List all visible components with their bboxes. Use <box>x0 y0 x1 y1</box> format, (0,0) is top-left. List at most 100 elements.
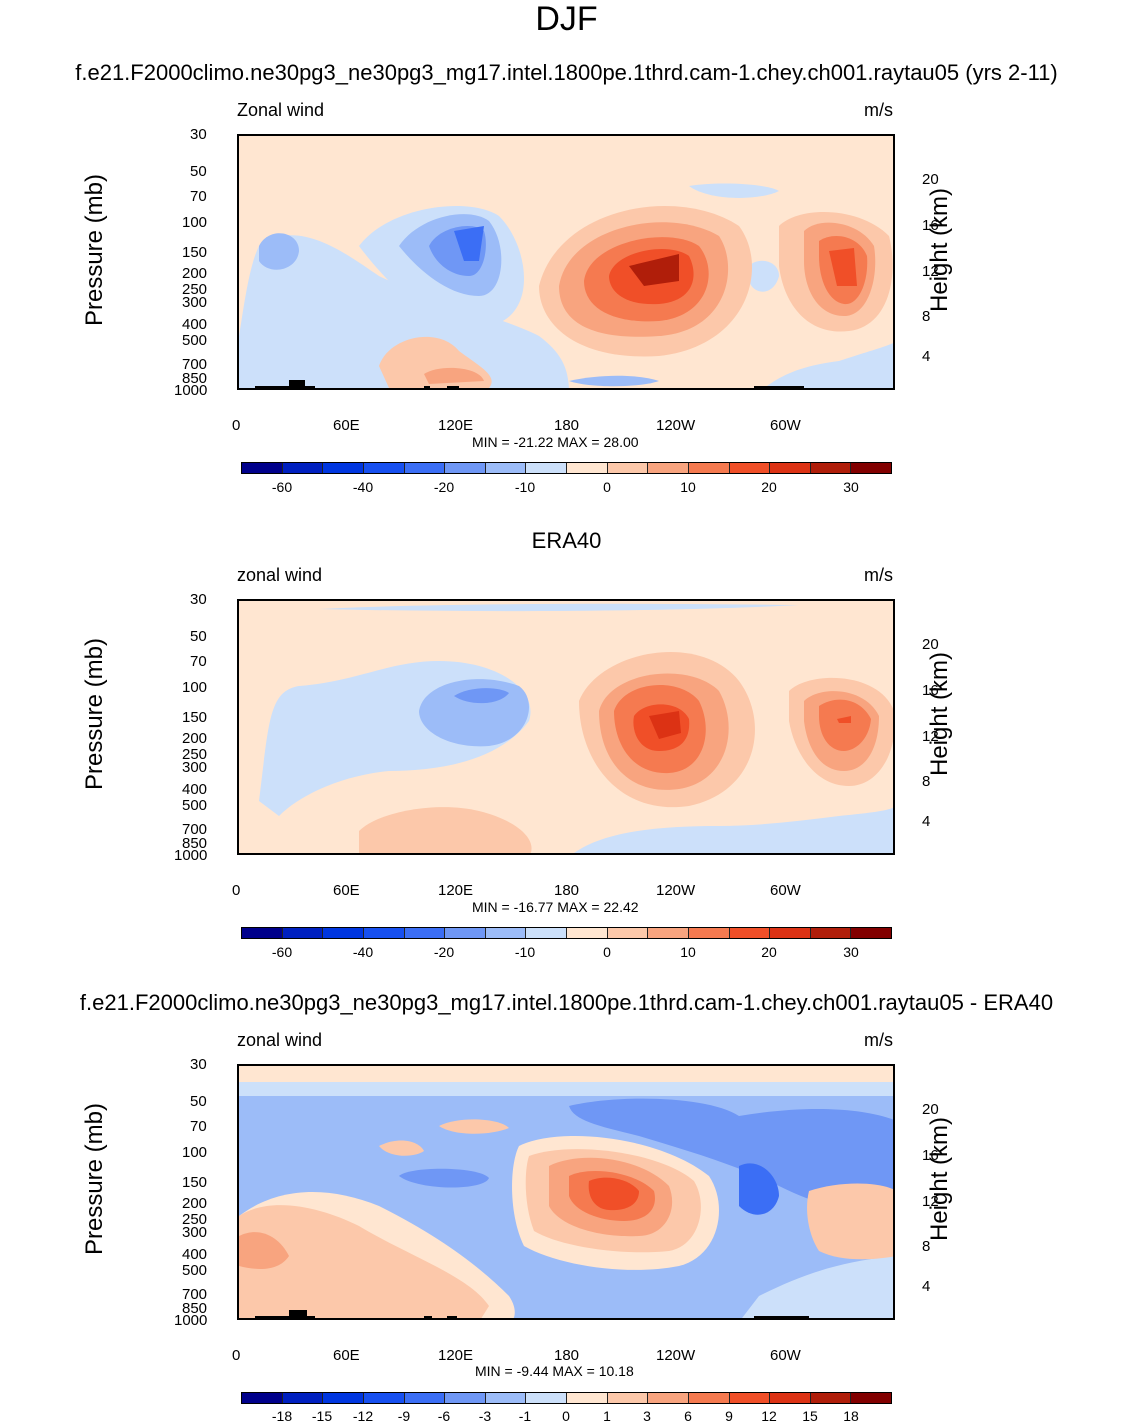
colorbar-label: 30 <box>843 944 859 960</box>
y-axis-title: Pressure (mb) <box>81 1102 109 1256</box>
y2-tick: 8 <box>922 1238 931 1255</box>
y-axis-title: Pressure (mb) <box>81 173 109 327</box>
colorbar-label: 10 <box>680 479 696 495</box>
y-tick: 300 <box>182 759 208 776</box>
y-tick: 30 <box>190 1056 207 1073</box>
colorbar-label: 6 <box>684 1408 692 1424</box>
colorbar-label: 0 <box>603 479 611 495</box>
colorbar-label: -6 <box>437 1408 451 1424</box>
minmax-label: MIN = -9.44 MAX = 10.18 <box>475 1363 634 1379</box>
x-tick: 180 <box>554 417 580 434</box>
y2-tick: 4 <box>922 348 931 365</box>
y-tick: 300 <box>182 294 208 311</box>
y-tick: 70 <box>190 1118 207 1135</box>
y-tick: 850 <box>182 1300 208 1317</box>
x-tick: 120W <box>656 1347 696 1364</box>
x-tick: 60E <box>333 417 360 434</box>
y-tick: 1000 <box>174 382 208 399</box>
colorbar-label: 30 <box>843 479 859 495</box>
y-tick: 50 <box>190 1093 207 1110</box>
colorbar-label: 10 <box>680 944 696 960</box>
minmax-label: MIN = -21.22 MAX = 28.00 <box>472 434 639 450</box>
y2-tick: 4 <box>922 813 931 830</box>
y2-tick: 16 <box>922 682 939 699</box>
page-title: DJF <box>535 0 598 38</box>
colorbar-label: -1 <box>518 1408 532 1424</box>
colorbar-label: -9 <box>397 1408 411 1424</box>
y2-tick: 8 <box>922 308 931 325</box>
y-tick: 70 <box>190 188 207 205</box>
x-tick: 180 <box>554 1347 580 1364</box>
y-tick: 700 <box>182 821 208 838</box>
x-tick: 0 <box>232 1347 241 1364</box>
colorbar-label: 20 <box>761 479 777 495</box>
colorbar-label: -10 <box>514 944 536 960</box>
x-tick: 120E <box>438 882 474 899</box>
y-tick: 400 <box>182 781 208 798</box>
x-tick: 0 <box>232 417 241 434</box>
y2-tick: 12 <box>922 1193 939 1210</box>
y-axis-title: Pressure (mb) <box>81 637 109 791</box>
contour-plot-obs <box>237 599 895 855</box>
y-tick: 100 <box>182 679 208 696</box>
y2-tick: 12 <box>922 728 939 745</box>
y-tick: 400 <box>182 316 208 333</box>
colorbar-label: -10 <box>514 479 536 495</box>
colorbar-label: -60 <box>271 479 293 495</box>
y-tick: 70 <box>190 653 207 670</box>
panel-title-model: f.e21.F2000climo.ne30pg3_ne30pg3_mg17.in… <box>75 60 1058 85</box>
panel-units-label: m/s <box>864 565 893 585</box>
panel-units-label: m/s <box>864 100 893 120</box>
y-tick: 250 <box>182 1211 208 1228</box>
contour-plot-model <box>237 134 895 390</box>
y-tick: 200 <box>182 1195 208 1212</box>
colorbar-label: -40 <box>352 479 374 495</box>
y-tick: 250 <box>182 746 208 763</box>
y-tick: 50 <box>190 163 207 180</box>
y-tick: 150 <box>182 709 208 726</box>
colorbar-label: 12 <box>761 1408 777 1424</box>
colorbar-label: -15 <box>311 1408 333 1424</box>
panel-left-label: zonal wind <box>237 565 323 585</box>
y2-axis-title: Height (km) <box>926 651 954 777</box>
x-tick: 0 <box>232 882 241 899</box>
panel-title-obs: ERA40 <box>531 528 602 553</box>
contour-plot-diff <box>237 1064 895 1320</box>
y-tick: 100 <box>182 1144 208 1161</box>
y2-axis-title: Height (km) <box>926 187 954 313</box>
y-tick: 850 <box>182 370 208 387</box>
colorbar-label: -60 <box>271 944 293 960</box>
y-tick: 850 <box>182 835 208 852</box>
x-tick: 60E <box>333 1347 360 1364</box>
colorbar-label: -40 <box>352 944 374 960</box>
panel-left-label: Zonal wind <box>237 100 325 120</box>
y-tick: 30 <box>190 591 207 608</box>
y-tick: 250 <box>182 281 208 298</box>
colorbar-label: -18 <box>271 1408 293 1424</box>
colorbar-obs <box>241 927 892 939</box>
y2-tick: 4 <box>922 1278 931 1295</box>
y-tick: 700 <box>182 1286 208 1303</box>
y-tick: 50 <box>190 628 207 645</box>
x-tick: 120E <box>438 1347 474 1364</box>
y2-tick: 16 <box>922 217 939 234</box>
colorbar-label: 20 <box>761 944 777 960</box>
x-tick: 120E <box>438 417 474 434</box>
colorbar-model <box>241 462 892 474</box>
minmax-label: MIN = -16.77 MAX = 22.42 <box>472 899 639 915</box>
panel-title-diff: f.e21.F2000climo.ne30pg3_ne30pg3_mg17.in… <box>79 990 1054 1015</box>
y2-tick: 12 <box>922 263 939 280</box>
y2-tick: 20 <box>922 1101 939 1118</box>
y-tick: 700 <box>182 356 208 373</box>
panel-left-label: zonal wind <box>237 1030 323 1050</box>
colorbar-label: -3 <box>478 1408 492 1424</box>
y-tick: 500 <box>182 1262 208 1279</box>
y-tick: 1000 <box>174 847 208 864</box>
colorbar-label: 18 <box>843 1408 859 1424</box>
colorbar-label: 0 <box>562 1408 570 1424</box>
y-tick: 500 <box>182 332 208 349</box>
x-tick: 60W <box>770 882 801 899</box>
y2-tick: 20 <box>922 636 939 653</box>
y-tick: 200 <box>182 730 208 747</box>
colorbar-label: 15 <box>802 1408 818 1424</box>
